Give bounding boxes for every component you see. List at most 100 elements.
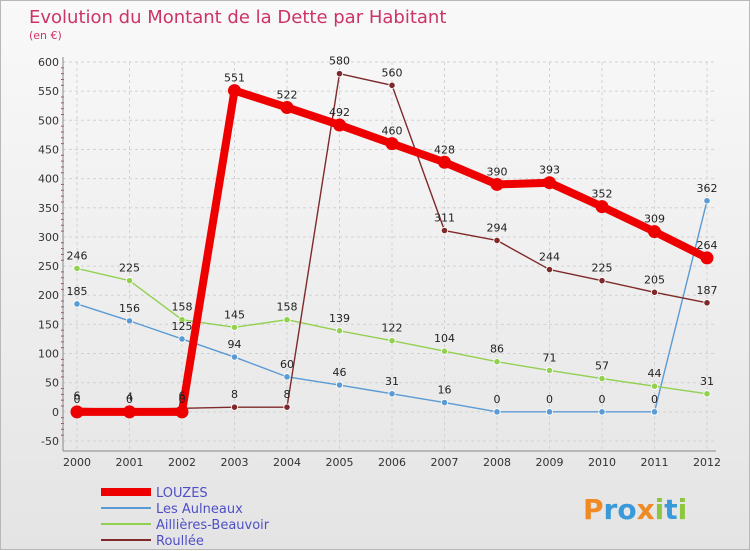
data-label: 205 [644,273,665,286]
data-point [598,408,606,416]
data-label: 4 [126,391,133,404]
data-label: 225 [119,262,140,275]
chart-subtitle: (en €) [29,29,62,42]
data-point [388,81,396,89]
data-label: 492 [329,106,350,119]
data-point [333,118,346,132]
data-label: 8 [231,388,238,401]
x-tick-label: 2005 [326,456,354,469]
data-label: 8 [284,388,291,401]
data-point [543,176,556,190]
data-point [650,408,659,416]
data-label: 125 [172,320,193,333]
data-point [440,226,449,235]
x-tick-label: 2009 [536,456,564,469]
data-point [125,317,134,325]
proxiti-logo: Proxiti [583,493,687,526]
y-tick-label: 200 [38,289,59,302]
data-point [493,408,501,416]
data-label: 311 [434,212,455,225]
data-label: 390 [487,165,508,178]
data-point [595,200,609,214]
data-point [545,408,554,416]
x-tick-label: 2001 [116,456,144,469]
data-point [545,265,554,274]
logo-letter: o [617,493,636,526]
data-point [490,177,504,191]
y-tick-label: 300 [38,231,59,244]
y-tick-label: 150 [38,318,59,331]
data-label: 294 [487,221,508,234]
y-tick-label: 350 [38,202,59,215]
data-label: 580 [329,55,350,68]
data-label: 522 [277,88,298,101]
data-point [703,299,711,307]
x-tick-label: 2011 [641,456,669,469]
legend-label: Roullée [156,534,204,549]
data-point [123,405,136,419]
data-label: 0 [494,393,501,406]
x-tick-label: 2004 [273,456,301,469]
data-label: 6 [179,389,186,402]
legend-label: LOUZES [156,486,208,501]
x-tick-label: 2003 [221,456,249,469]
x-tick-label: 2012 [693,456,721,469]
data-point [703,197,711,205]
y-tick-label: -50 [41,435,59,448]
data-label: 158 [172,301,193,314]
data-point [648,225,661,239]
data-point [73,300,81,308]
data-label: 6 [74,389,81,402]
data-point [545,366,554,375]
data-point [283,316,291,324]
y-tick-label: 500 [38,114,59,127]
data-label: 560 [382,66,403,79]
data-point [385,137,399,151]
data-point [388,337,396,345]
axes: -500501001502002503003504004505005506002… [38,56,721,469]
data-label: 246 [67,249,88,262]
data-point [335,381,344,389]
data-label: 46 [333,366,347,379]
data-point [175,405,189,419]
data-label: 44 [648,367,662,380]
data-point [493,236,501,245]
y-tick-label: 100 [38,348,59,361]
data-label: 86 [490,343,504,356]
data-label: 71 [543,351,557,364]
data-point [335,70,344,78]
data-label: 139 [329,312,350,325]
data-label: 551 [224,72,245,85]
data-point [178,316,186,324]
data-point [703,390,711,398]
data-label: 244 [539,251,560,264]
data-label: 187 [697,284,718,297]
data-point [335,327,344,335]
data-point [228,84,241,98]
logo-letter: P [583,493,604,526]
data-point [700,251,714,265]
y-tick-label: 450 [38,143,59,156]
data-label: 122 [382,322,403,335]
x-tick-label: 2008 [483,456,511,469]
x-tick-label: 2002 [168,456,196,469]
data-label: 158 [277,301,298,314]
data-label: 393 [539,164,560,177]
data-point [230,323,239,331]
data-point [178,335,186,343]
data-label: 0 [126,393,133,406]
data-label: 16 [438,384,452,397]
data-label: 0 [599,393,606,406]
data-label: 31 [385,375,399,388]
data-point [73,264,81,273]
data-label: 309 [644,213,665,226]
data-label: 156 [119,302,140,315]
x-tick-label: 2010 [588,456,616,469]
x-tick-label: 2006 [378,456,406,469]
data-label: 362 [697,182,718,195]
data-point [70,405,84,419]
data-label: 60 [280,358,294,371]
data-point [598,375,606,383]
data-label: 460 [382,125,403,138]
